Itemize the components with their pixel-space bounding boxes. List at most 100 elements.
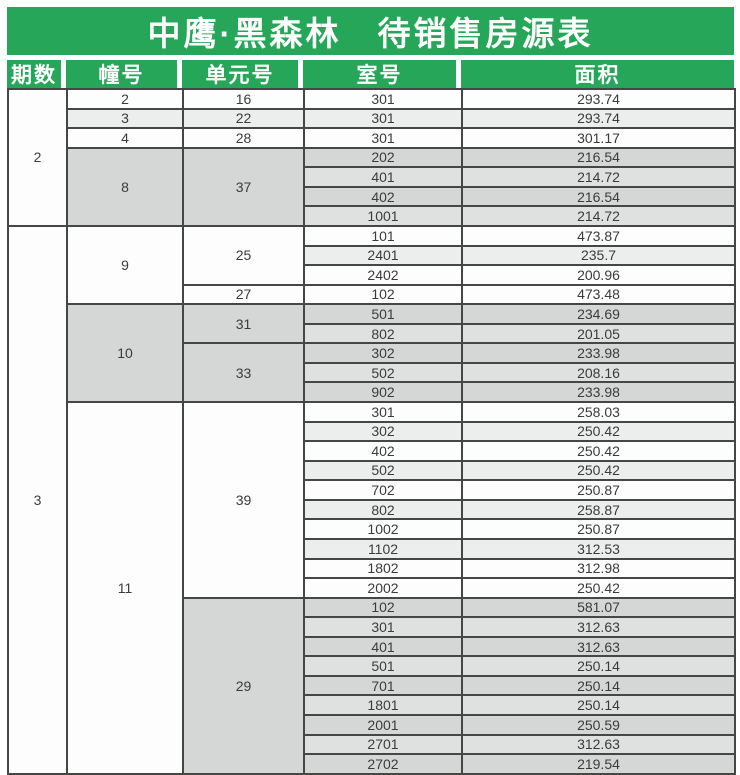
room-cell: 2701 <box>303 733 463 756</box>
room-cell: 502 <box>303 361 463 384</box>
room-cell: 1801 <box>303 694 463 716</box>
area-cell: 250.87 <box>461 479 736 501</box>
room-cell: 301 <box>303 616 463 638</box>
area-cell: 200.96 <box>461 264 736 286</box>
table-row: 802 201.05 <box>8 322 736 345</box>
table-row: 2 2 16 301 293.74 <box>7 88 736 227</box>
unit-cell: 33 <box>182 342 305 403</box>
room-cell: 402 <box>303 440 463 462</box>
column-header-phase: 期数 <box>7 60 66 88</box>
column-header-building: 幢号 <box>66 60 182 88</box>
area-cell: 214.72 <box>461 166 736 188</box>
area-cell: 301.17 <box>461 127 736 149</box>
room-cell: 501 <box>303 655 463 677</box>
area-cell: 233.98 <box>461 342 736 364</box>
room-cell: 2702 <box>303 753 463 775</box>
building-cell: 9 <box>66 224 184 306</box>
table-row: 702 250.87 <box>8 479 736 501</box>
room-cell: 101 <box>303 224 463 247</box>
title-header-divider <box>7 55 734 60</box>
room-cell: 702 <box>303 479 463 501</box>
area-cell: 581.07 <box>461 596 736 619</box>
room-cell: 402 <box>303 185 463 208</box>
table-row: 27 102 473.48 <box>8 283 736 306</box>
unit-cell: 27 <box>182 283 305 306</box>
housing-table: 2 2 16 301 293.74 3 22 301 293.74 4 28 301 301.17 8 37… <box>7 88 736 775</box>
area-cell: 214.72 <box>461 205 736 227</box>
area-cell: 293.74 <box>461 88 736 110</box>
table-header-row: 期数 幢号 单元号 室号 面积 <box>7 60 734 88</box>
area-cell: 250.42 <box>461 440 736 462</box>
room-cell: 202 <box>303 146 463 169</box>
table-row: 2001 250.59 <box>8 714 736 736</box>
area-cell: 258.03 <box>461 401 736 423</box>
page-title: 中鹰·黑森林 待销售房源表 <box>7 7 734 55</box>
column-header-area: 面积 <box>461 60 734 88</box>
area-cell: 216.54 <box>461 185 736 208</box>
column-header-unit: 单元号 <box>182 60 303 88</box>
table-row: 302 250.42 <box>8 420 736 443</box>
table-row: 3 9 25 101 473.87 <box>7 224 736 775</box>
table-row: 502 250.42 <box>8 459 736 482</box>
room-cell: 502 <box>303 459 463 482</box>
area-cell: 293.74 <box>461 107 736 130</box>
room-cell: 1002 <box>303 518 463 540</box>
unit-cell: 25 <box>182 224 305 286</box>
unit-cell: 22 <box>182 107 305 130</box>
column-header-room: 室号 <box>303 60 461 88</box>
building-cell: 8 <box>66 146 184 227</box>
room-cell: 102 <box>303 596 463 619</box>
room-cell: 2402 <box>303 264 463 286</box>
area-cell: 250.14 <box>461 694 736 716</box>
room-cell: 301 <box>303 88 463 110</box>
area-cell: 473.48 <box>461 283 736 306</box>
table-row: 11 39 301 258.03 <box>8 401 736 775</box>
area-cell: 250.59 <box>461 714 736 736</box>
unit-cell: 39 <box>182 401 305 599</box>
area-cell: 233.98 <box>461 381 736 403</box>
area-cell: 250.14 <box>461 674 736 697</box>
room-cell: 1001 <box>303 205 463 227</box>
room-cell: 701 <box>303 674 463 697</box>
area-cell: 250.42 <box>461 577 736 599</box>
room-cell: 301 <box>303 107 463 130</box>
housing-table-body: 2 2 16 301 293.74 3 22 301 293.74 4 28 301 301.17 8 37… <box>7 88 736 775</box>
table-row: 401 214.72 <box>8 166 736 188</box>
room-cell: 302 <box>303 342 463 364</box>
unit-cell: 28 <box>182 127 305 149</box>
area-cell: 312.53 <box>461 537 736 560</box>
building-cell: 4 <box>66 127 184 149</box>
table-row: 29 102 581.07 <box>8 596 736 775</box>
room-cell: 302 <box>303 420 463 443</box>
room-cell: 102 <box>303 283 463 306</box>
table-row: 3 22 301 293.74 <box>8 107 736 130</box>
building-cell: 2 <box>66 88 184 110</box>
area-cell: 250.87 <box>461 518 736 540</box>
area-cell: 312.98 <box>461 557 736 580</box>
table-row: 701 250.14 <box>8 674 736 697</box>
area-cell: 208.16 <box>461 361 736 384</box>
room-cell: 401 <box>303 166 463 188</box>
room-cell: 501 <box>303 303 463 325</box>
area-cell: 219.54 <box>461 753 736 775</box>
table-row: 402 250.42 <box>8 440 736 462</box>
table-container: 中鹰·黑森林 待销售房源表 期数 幢号 单元号 室号 面积 2 2 16 301 293… <box>7 7 736 775</box>
room-cell: 301 <box>303 127 463 149</box>
table-row: 2002 250.42 <box>8 577 736 599</box>
table-row: 2702 219.54 <box>8 753 736 775</box>
room-cell: 401 <box>303 635 463 658</box>
area-cell: 312.63 <box>461 616 736 638</box>
table-row: 33 302 233.98 <box>8 342 736 403</box>
area-cell: 216.54 <box>461 146 736 169</box>
building-cell: 10 <box>66 303 184 403</box>
phase-cell: 3 <box>7 224 68 775</box>
room-cell: 1802 <box>303 557 463 580</box>
area-cell: 473.87 <box>461 224 736 247</box>
table-row: 2701 312.63 <box>8 733 736 756</box>
table-row: 4 28 301 301.17 <box>8 127 736 149</box>
room-cell: 2401 <box>303 244 463 267</box>
room-cell: 2001 <box>303 714 463 736</box>
building-cell: 3 <box>66 107 184 130</box>
unit-cell: 16 <box>182 88 305 110</box>
